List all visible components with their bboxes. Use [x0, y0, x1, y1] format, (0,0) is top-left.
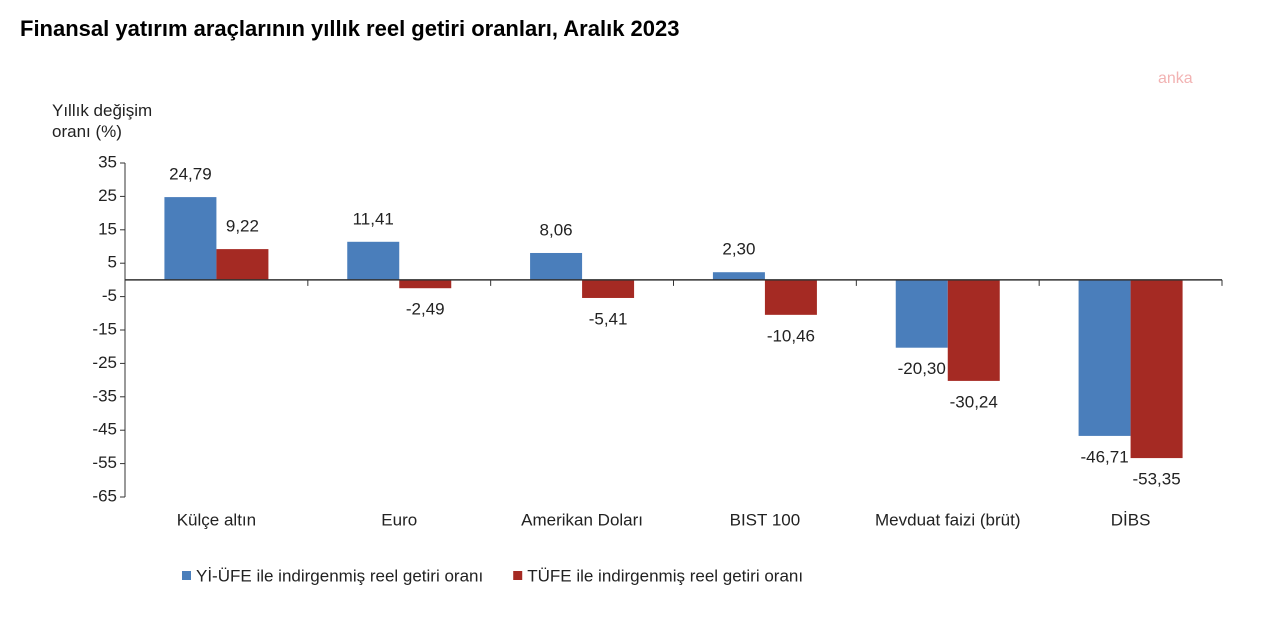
- y-tick-label: -35: [92, 386, 117, 405]
- bar: [399, 279, 452, 289]
- legend-swatch: [513, 571, 523, 580]
- value-label: -46,71: [1080, 447, 1128, 466]
- y-tick-label: 25: [98, 186, 117, 205]
- value-label: 2,30: [722, 240, 755, 259]
- value-label: -53,35: [1132, 470, 1180, 489]
- y-tick-label: 35: [98, 152, 117, 171]
- y-tick-label: -45: [92, 420, 117, 439]
- x-tick-label: Euro: [381, 510, 417, 529]
- bar: [947, 279, 1000, 381]
- value-label: -10,46: [767, 326, 815, 345]
- bar: [712, 272, 765, 280]
- value-label: -5,41: [589, 309, 628, 328]
- value-label: -20,30: [898, 359, 946, 378]
- bar: [164, 197, 217, 280]
- x-tick-label: BIST 100: [730, 510, 801, 529]
- y-tick-label: -5: [102, 286, 117, 305]
- value-label: 8,06: [540, 220, 573, 239]
- value-label: 24,79: [169, 165, 212, 184]
- bar: [582, 279, 635, 298]
- y-tick-label: 15: [98, 219, 117, 238]
- bar: [530, 252, 583, 280]
- chart-title: Finansal yatırım araçlarının yıllık reel…: [20, 16, 680, 41]
- y-tick-label: -25: [92, 353, 117, 372]
- watermark: anka: [1158, 70, 1193, 87]
- bar: [347, 241, 400, 280]
- value-label: -30,24: [950, 392, 998, 411]
- bar: [1078, 279, 1131, 436]
- y-axis-label: Yıllık değişim oranı (%): [52, 101, 153, 141]
- value-label: 9,22: [226, 217, 259, 236]
- legend-entry: TÜFE ile indirgenmiş reel getiri oranı: [527, 566, 803, 585]
- x-tick-label: Amerikan Doları: [521, 510, 643, 529]
- bar: [1130, 279, 1183, 459]
- y-tick-label: -65: [92, 486, 117, 505]
- legend-entry: Yİ-ÜFE ile indirgenmiş reel getiri oranı: [196, 566, 483, 585]
- value-label: 11,41: [353, 209, 394, 228]
- y-tick-label: -55: [92, 453, 117, 472]
- x-tick-label: Mevduat faizi (brüt): [875, 510, 1021, 529]
- bar: [764, 279, 817, 315]
- y-tick-label: -15: [92, 319, 117, 338]
- x-tick-label: DİBS: [1111, 510, 1151, 529]
- y-tick-label: 5: [108, 253, 117, 272]
- x-tick-label: Külçe altın: [177, 510, 256, 529]
- bar: [216, 249, 269, 280]
- bar: [895, 279, 948, 348]
- value-label: -2,49: [406, 300, 445, 319]
- legend-swatch: [182, 571, 191, 580]
